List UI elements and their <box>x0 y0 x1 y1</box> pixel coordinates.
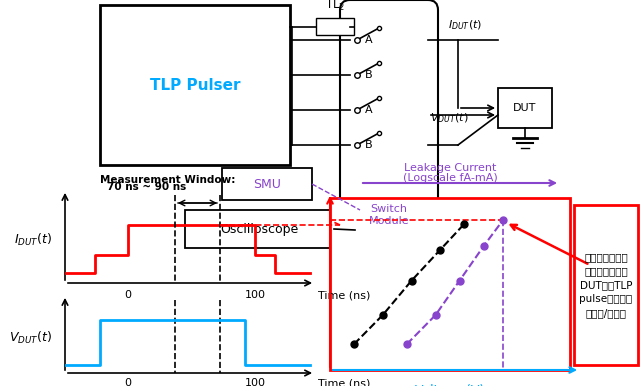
FancyBboxPatch shape <box>222 168 312 200</box>
FancyBboxPatch shape <box>185 210 334 248</box>
Text: Voltage (V): Voltage (V) <box>415 384 485 386</box>
Text: Time (ns): Time (ns) <box>318 378 370 386</box>
Text: Measurement Window:: Measurement Window: <box>100 175 235 185</box>
Text: 0: 0 <box>124 378 131 386</box>
Text: $V_{DUT}(t)$: $V_{DUT}(t)$ <box>9 329 52 345</box>
Text: (Logscale fA-mA): (Logscale fA-mA) <box>402 173 497 183</box>
Text: 100: 100 <box>245 378 265 386</box>
Text: 漏电流曲线出现
明显偏折，说明
DUT在该TLP
pulse作用下发
生损伤/损坏。: 漏电流曲线出现 明显偏折，说明 DUT在该TLP pulse作用下发 生损伤/损… <box>580 252 632 318</box>
Text: B: B <box>365 140 373 150</box>
FancyBboxPatch shape <box>330 198 570 370</box>
Text: SMU: SMU <box>253 178 281 191</box>
FancyBboxPatch shape <box>100 5 290 165</box>
Text: TL$_2$: TL$_2$ <box>325 0 345 13</box>
Text: $I_{DUT}(t)$: $I_{DUT}(t)$ <box>14 232 52 248</box>
Text: TLP Pulser: TLP Pulser <box>150 78 240 93</box>
Text: 100: 100 <box>245 290 265 300</box>
FancyBboxPatch shape <box>574 205 638 365</box>
FancyBboxPatch shape <box>340 0 438 248</box>
FancyBboxPatch shape <box>498 88 552 128</box>
Text: 70 ns ~ 90 ns: 70 ns ~ 90 ns <box>107 182 186 192</box>
Text: A: A <box>365 35 373 45</box>
Text: $I_{DUT}(t)$: $I_{DUT}(t)$ <box>448 19 482 32</box>
Text: DUT: DUT <box>513 103 536 113</box>
Text: Switch
Module: Switch Module <box>368 204 410 226</box>
Text: $V_{DUT}(t)$: $V_{DUT}(t)$ <box>430 111 468 125</box>
FancyBboxPatch shape <box>316 18 354 35</box>
Text: 0: 0 <box>124 290 131 300</box>
Text: Leakage Current: Leakage Current <box>404 163 496 173</box>
Text: Oscilloscope: Oscilloscope <box>220 222 299 235</box>
Text: A: A <box>365 105 373 115</box>
Text: B: B <box>365 70 373 80</box>
Text: Time (ns): Time (ns) <box>318 290 370 300</box>
